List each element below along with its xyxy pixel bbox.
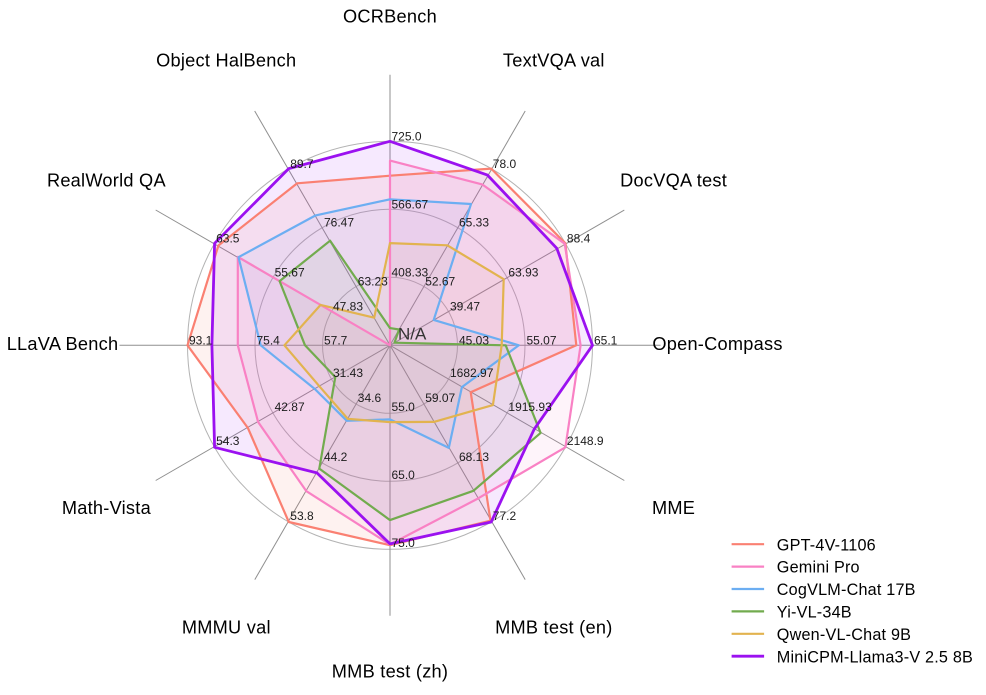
- svg-text:93.1: 93.1: [189, 334, 213, 348]
- svg-text:MME: MME: [652, 498, 695, 518]
- svg-text:N/A: N/A: [398, 325, 427, 344]
- svg-text:47.83: 47.83: [333, 300, 363, 314]
- svg-text:76.47: 76.47: [324, 216, 354, 230]
- svg-text:63.5: 63.5: [216, 232, 240, 246]
- svg-text:GPT-4V-1106: GPT-4V-1106: [777, 536, 876, 554]
- svg-text:54.3: 54.3: [216, 434, 240, 448]
- svg-text:59.07: 59.07: [425, 391, 455, 405]
- svg-text:Object HalBench: Object HalBench: [156, 51, 296, 71]
- svg-text:Qwen-VL-Chat 9B: Qwen-VL-Chat 9B: [777, 626, 911, 644]
- svg-text:OCRBench: OCRBench: [343, 7, 437, 27]
- svg-text:57.7: 57.7: [324, 334, 348, 348]
- svg-text:LLaVA Bench: LLaVA Bench: [7, 334, 119, 354]
- svg-text:77.2: 77.2: [493, 509, 517, 523]
- svg-text:63.23: 63.23: [358, 275, 388, 289]
- svg-text:68.13: 68.13: [459, 450, 489, 464]
- svg-text:1682.97: 1682.97: [450, 366, 494, 380]
- svg-text:45.03: 45.03: [459, 334, 489, 348]
- svg-text:65.1: 65.1: [594, 334, 618, 348]
- svg-text:65.33: 65.33: [459, 216, 489, 230]
- svg-text:RealWorld QA: RealWorld QA: [47, 170, 167, 190]
- svg-text:MiniCPM-Llama3-V 2.5 8B: MiniCPM-Llama3-V 2.5 8B: [777, 648, 973, 666]
- svg-text:89.7: 89.7: [290, 157, 314, 171]
- svg-text:55.67: 55.67: [275, 266, 305, 280]
- svg-text:44.2: 44.2: [324, 450, 348, 464]
- svg-text:63.93: 63.93: [508, 266, 538, 280]
- svg-text:1915.93: 1915.93: [508, 400, 552, 414]
- svg-text:42.87: 42.87: [275, 400, 305, 414]
- svg-text:75.0: 75.0: [392, 536, 416, 550]
- svg-text:2148.9: 2148.9: [567, 434, 604, 448]
- svg-text:Math-Vista: Math-Vista: [62, 498, 152, 518]
- svg-text:39.47: 39.47: [450, 300, 480, 314]
- svg-text:566.67: 566.67: [392, 198, 429, 212]
- svg-text:52.67: 52.67: [425, 275, 455, 289]
- svg-text:88.4: 88.4: [567, 232, 591, 246]
- svg-text:78.0: 78.0: [493, 157, 517, 171]
- svg-text:34.6: 34.6: [358, 391, 382, 405]
- svg-text:725.0: 725.0: [392, 130, 422, 144]
- svg-text:Gemini Pro: Gemini Pro: [777, 559, 860, 577]
- svg-text:65.0: 65.0: [392, 468, 416, 482]
- svg-text:MMB test (en): MMB test (en): [495, 618, 612, 638]
- svg-text:CogVLM-Chat 17B: CogVLM-Chat 17B: [777, 581, 916, 599]
- svg-text:408.33: 408.33: [392, 266, 429, 280]
- svg-text:55.0: 55.0: [392, 400, 416, 414]
- svg-text:DocVQA test: DocVQA test: [620, 170, 727, 190]
- svg-text:MMB test (zh): MMB test (zh): [332, 662, 448, 682]
- svg-text:Open-Compass: Open-Compass: [652, 334, 782, 354]
- svg-text:31.43: 31.43: [333, 366, 363, 380]
- svg-text:75.4: 75.4: [257, 334, 281, 348]
- svg-text:Yi-VL-34B: Yi-VL-34B: [777, 604, 852, 622]
- svg-text:MMMU val: MMMU val: [182, 618, 271, 638]
- svg-text:TextVQA val: TextVQA val: [503, 51, 605, 71]
- svg-text:55.07: 55.07: [527, 334, 557, 348]
- svg-text:53.8: 53.8: [290, 509, 314, 523]
